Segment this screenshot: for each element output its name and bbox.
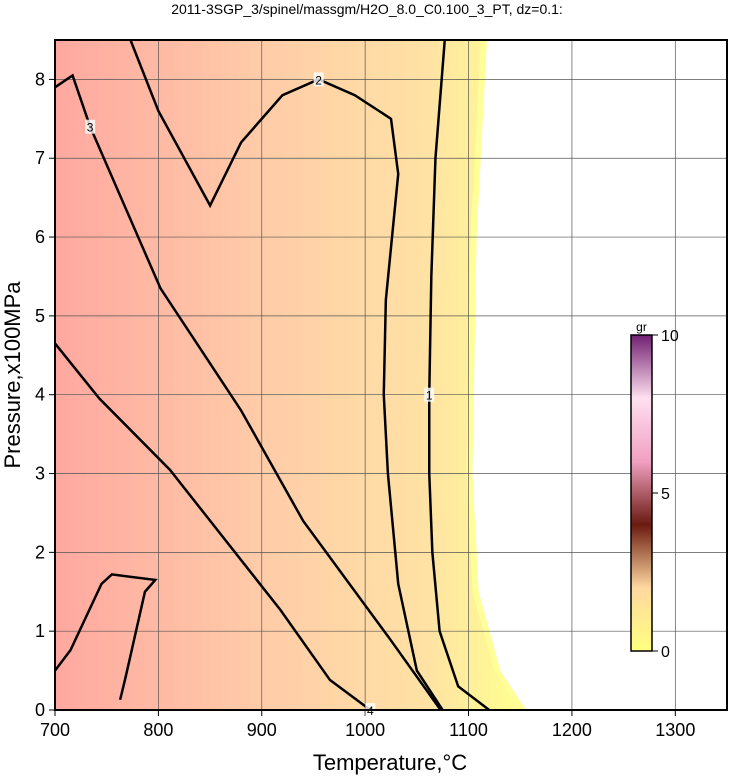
x-tick-label: 700 [40, 720, 70, 740]
y-tick-label: 1 [35, 621, 45, 641]
contour-line [54, 342, 372, 712]
contour-line [54, 73, 442, 711]
contour-label: 3 [87, 121, 94, 135]
y-axis-label: Pressure,x100MPa [0, 281, 25, 469]
contour-line [129, 39, 444, 711]
contour-label-bg [85, 119, 96, 134]
x-tick-label: 900 [247, 720, 277, 740]
chart-title: 2011-3SGP_3/spinel/massgm/H2O_8.0_C0.100… [171, 1, 563, 17]
y-tick-label: 5 [35, 306, 45, 326]
contour-label: 1 [426, 389, 433, 403]
y-tick-label: 8 [35, 69, 45, 89]
y-tick-label: 2 [35, 542, 45, 562]
x-tick-label: 1200 [552, 720, 592, 740]
colorbar-tick-label: 0 [661, 644, 670, 661]
x-tick-label: 1300 [655, 720, 695, 740]
y-tick-label: 6 [35, 227, 45, 247]
frame [54, 39, 728, 711]
contour-line [428, 39, 490, 711]
colorbar [630, 334, 653, 652]
colorbar-tick-label: 5 [661, 486, 670, 503]
y-tick-label: 4 [35, 385, 45, 405]
y-tick-label: 0 [35, 700, 45, 720]
y-tick-label: 3 [35, 464, 45, 484]
colorbar-tick-label: 10 [661, 328, 679, 345]
y-tick-label: 7 [35, 148, 45, 168]
contour-label-bg [424, 387, 435, 402]
contour-label: 2 [315, 73, 322, 87]
contour-label-bg [313, 72, 324, 87]
x-tick-label: 800 [143, 720, 173, 740]
x-axis-label: Temperature,°C [313, 750, 467, 775]
x-tick-label: 1100 [449, 720, 488, 740]
field [55, 40, 521, 710]
x-tick-label: 1000 [345, 720, 385, 740]
colorbar-label: gr [636, 320, 647, 334]
